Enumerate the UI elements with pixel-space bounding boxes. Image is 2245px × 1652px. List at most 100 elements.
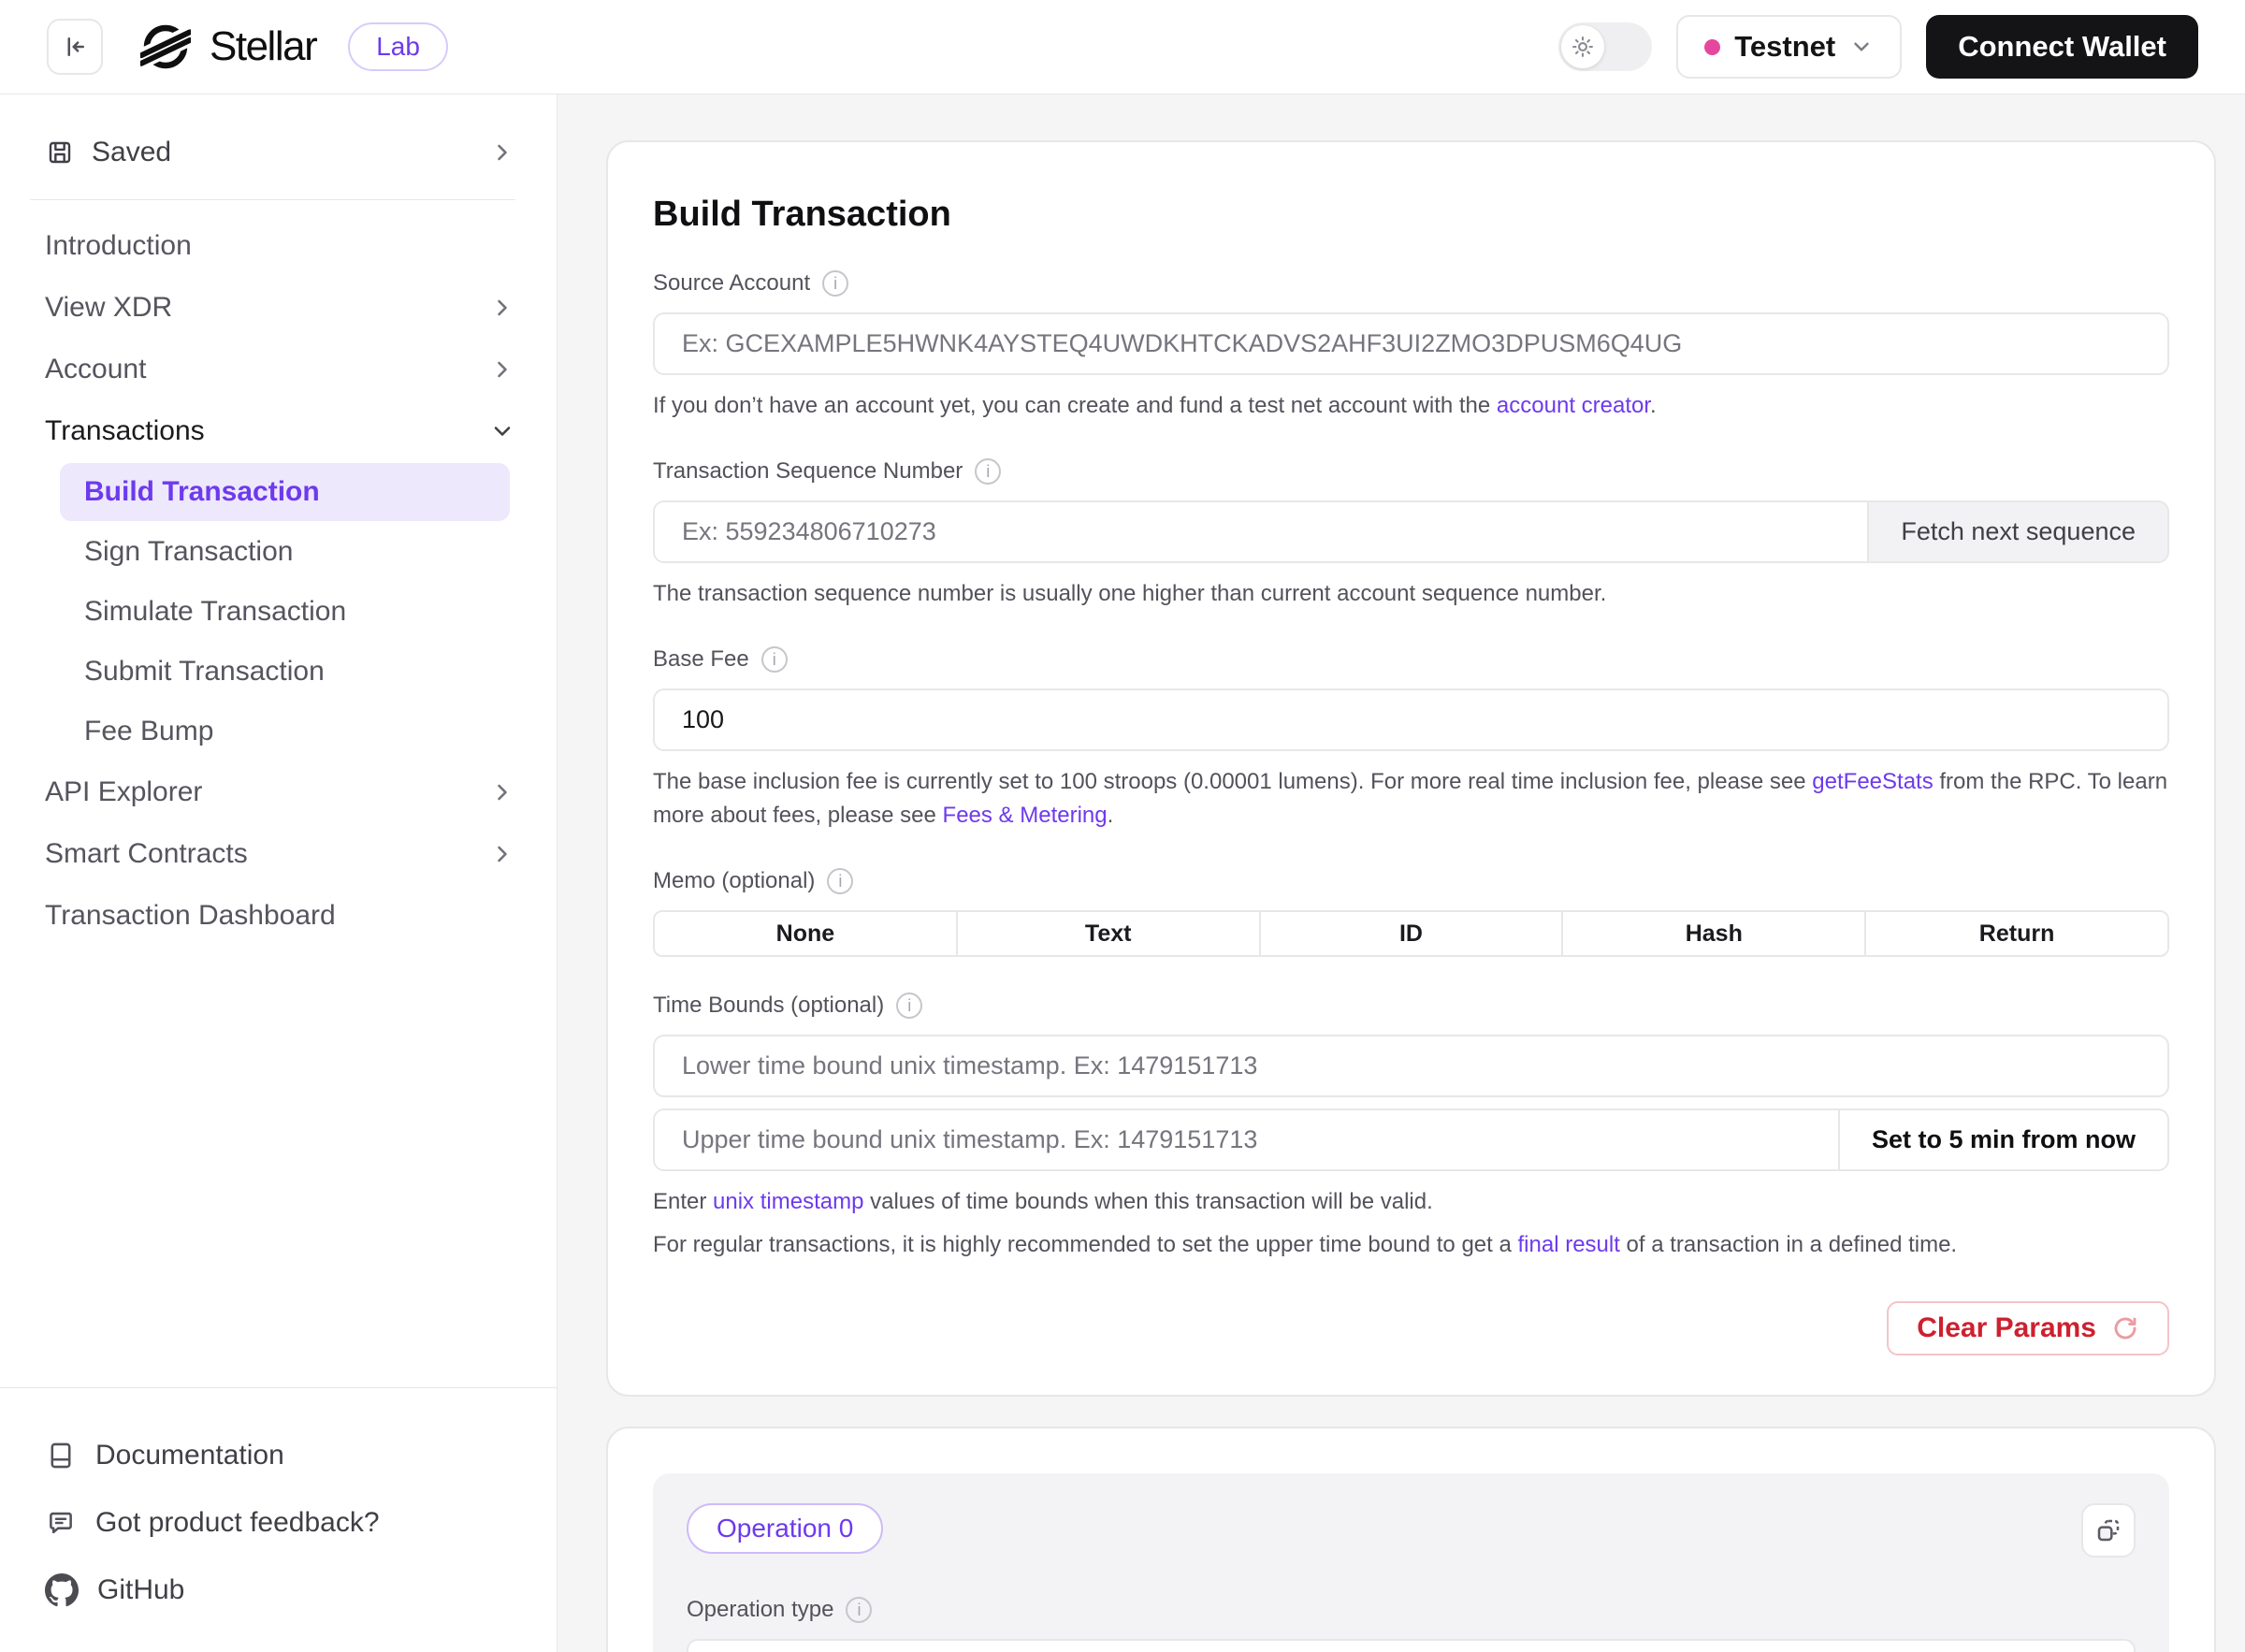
save-icon — [45, 138, 75, 167]
sidebar-item-account[interactable]: Account — [0, 339, 557, 400]
sidebar-item-introduction[interactable]: Introduction — [0, 215, 557, 277]
duplicate-operation-button[interactable] — [2081, 1503, 2136, 1558]
sidebar-collapse-button[interactable] — [47, 19, 103, 75]
chevron-down-icon — [489, 418, 515, 444]
upper-time-bound-input[interactable] — [655, 1110, 1838, 1169]
operation-type-select[interactable]: Select operation type — [687, 1639, 2136, 1652]
time-bounds-helper-2: For regular transactions, it is highly r… — [653, 1232, 1958, 1257]
time-bounds-field: Time Bounds (optional) i Set to 5 min fr… — [653, 993, 2169, 1262]
set-5-min-button[interactable]: Set to 5 min from now — [1837, 1110, 2167, 1169]
memo-label: Memo (optional) — [653, 868, 816, 893]
sidebar-item-smart-contracts[interactable]: Smart Contracts — [0, 823, 557, 885]
fetch-next-sequence-button[interactable]: Fetch next sequence — [1867, 502, 2167, 561]
getfeestats-link[interactable]: getFeeStats — [1812, 769, 1934, 794]
time-bounds-helper-1: Enter unix timestamp values of time boun… — [653, 1189, 1433, 1214]
memo-field: Memo (optional) i None Text ID Hash Retu… — [653, 868, 2169, 957]
source-account-field: Source Account i If you don’t have an ac… — [653, 270, 2169, 423]
sidebar-item-fee-bump[interactable]: Fee Bump — [0, 702, 557, 761]
memo-tab-return[interactable]: Return — [1864, 912, 2167, 955]
collapse-icon — [61, 33, 89, 61]
source-account-input[interactable] — [653, 312, 2169, 375]
main-content: Build Transaction Source Account i If yo… — [558, 94, 2245, 1652]
sidebar-item-sign-transaction[interactable]: Sign Transaction — [0, 522, 557, 582]
operation-type-field: Operation type i Select operation type — [687, 1597, 2136, 1652]
chevron-right-icon — [489, 779, 515, 805]
memo-tab-none[interactable]: None — [655, 912, 956, 955]
sun-icon — [1570, 34, 1596, 60]
base-fee-helper: The base inclusion fee is currently set … — [653, 769, 2168, 828]
sidebar-item-label: Simulate Transaction — [84, 596, 347, 627]
stellar-logo-icon — [140, 22, 191, 72]
sidebar-item-submit-transaction[interactable]: Submit Transaction — [0, 642, 557, 702]
source-account-label: Source Account — [653, 270, 811, 296]
time-bounds-label: Time Bounds (optional) — [653, 993, 885, 1018]
base-fee-label: Base Fee — [653, 646, 749, 672]
build-transaction-card: Build Transaction Source Account i If yo… — [606, 140, 2216, 1397]
sidebar-item-label: Account — [45, 354, 147, 384]
network-status-dot — [1704, 38, 1721, 55]
chevron-down-icon — [1849, 35, 1874, 59]
info-icon[interactable]: i — [822, 270, 849, 297]
sequence-number-label: Transaction Sequence Number — [653, 458, 963, 484]
theme-toggle[interactable] — [1558, 22, 1653, 71]
sidebar-item-label: Got product feedback? — [95, 1507, 380, 1538]
sidebar-item-github[interactable]: GitHub — [45, 1557, 557, 1624]
refresh-icon — [2111, 1314, 2139, 1342]
sidebar-item-saved[interactable]: Saved — [0, 119, 557, 186]
header: Stellar Lab Testnet — [0, 0, 2245, 94]
sidebar-item-api-explorer[interactable]: API Explorer — [0, 761, 557, 823]
sidebar-footer: Documentation Got product feedback? G — [0, 1387, 557, 1652]
sidebar-item-feedback[interactable]: Got product feedback? — [45, 1489, 557, 1557]
info-icon[interactable]: i — [827, 868, 854, 894]
memo-tab-hash[interactable]: Hash — [1561, 912, 1865, 955]
connect-wallet-button[interactable]: Connect Wallet — [1926, 15, 2198, 79]
sidebar-item-label: Transactions — [45, 415, 205, 446]
info-icon[interactable]: i — [760, 646, 788, 673]
lab-badge: Lab — [348, 22, 448, 71]
account-creator-link[interactable]: account creator — [1496, 393, 1651, 418]
memo-tab-text[interactable]: Text — [955, 912, 1259, 955]
clear-params-button[interactable]: Clear Params — [1887, 1301, 2169, 1355]
feedback-chat-icon — [45, 1507, 77, 1539]
sidebar-item-label: Transaction Dashboard — [45, 900, 336, 931]
sidebar-item-view-xdr[interactable]: View XDR — [0, 277, 557, 339]
sequence-number-field: Transaction Sequence Number i Fetch next… — [653, 458, 2169, 611]
chevron-right-icon — [489, 841, 515, 867]
clear-params-label: Clear Params — [1917, 1312, 2096, 1343]
fees-metering-link[interactable]: Fees & Metering — [942, 803, 1108, 828]
sidebar-nav: Saved Introduction View XDR Account — [0, 94, 557, 947]
operation-badge[interactable]: Operation 0 — [687, 1503, 884, 1554]
operation-panel: Operation 0 Operation type i — [653, 1473, 2169, 1652]
base-fee-field: Base Fee i The base inclusion fee is cur… — [653, 646, 2169, 833]
sidebar-item-transactions[interactable]: Transactions — [0, 400, 557, 462]
sidebar-item-transaction-dashboard[interactable]: Transaction Dashboard — [0, 885, 557, 947]
theme-knob — [1561, 25, 1605, 68]
sidebar: Saved Introduction View XDR Account — [0, 94, 558, 1652]
brand[interactable]: Stellar Lab — [140, 22, 448, 72]
base-fee-input[interactable] — [653, 688, 2169, 751]
copy-icon — [2093, 1515, 2123, 1545]
operation-type-label: Operation type — [687, 1597, 834, 1622]
sidebar-item-simulate-transaction[interactable]: Simulate Transaction — [0, 582, 557, 642]
sidebar-divider — [30, 199, 515, 200]
info-icon[interactable]: i — [975, 458, 1002, 485]
sidebar-item-label: Introduction — [45, 230, 192, 261]
page-title: Build Transaction — [653, 195, 951, 234]
book-icon — [45, 1440, 77, 1471]
brand-name: Stellar — [210, 23, 318, 69]
sidebar-item-label: Documentation — [95, 1440, 284, 1471]
network-selector[interactable]: Testnet — [1676, 15, 1903, 79]
memo-tab-id[interactable]: ID — [1258, 912, 1562, 955]
sequence-number-input[interactable] — [655, 502, 1868, 561]
lower-time-bound-input[interactable] — [653, 1035, 2169, 1097]
sidebar-item-build-transaction[interactable]: Build Transaction — [60, 463, 510, 521]
info-icon[interactable]: i — [846, 1597, 873, 1623]
memo-type-tabs: None Text ID Hash Return — [653, 910, 2169, 957]
info-icon[interactable]: i — [896, 993, 923, 1019]
unix-timestamp-link[interactable]: unix timestamp — [713, 1189, 864, 1214]
final-result-link[interactable]: final result — [1517, 1232, 1620, 1257]
sidebar-item-label: View XDR — [45, 292, 173, 323]
network-name: Testnet — [1734, 30, 1836, 63]
sidebar-item-documentation[interactable]: Documentation — [45, 1422, 557, 1489]
operations-card: Operation 0 Operation type i — [606, 1427, 2216, 1652]
